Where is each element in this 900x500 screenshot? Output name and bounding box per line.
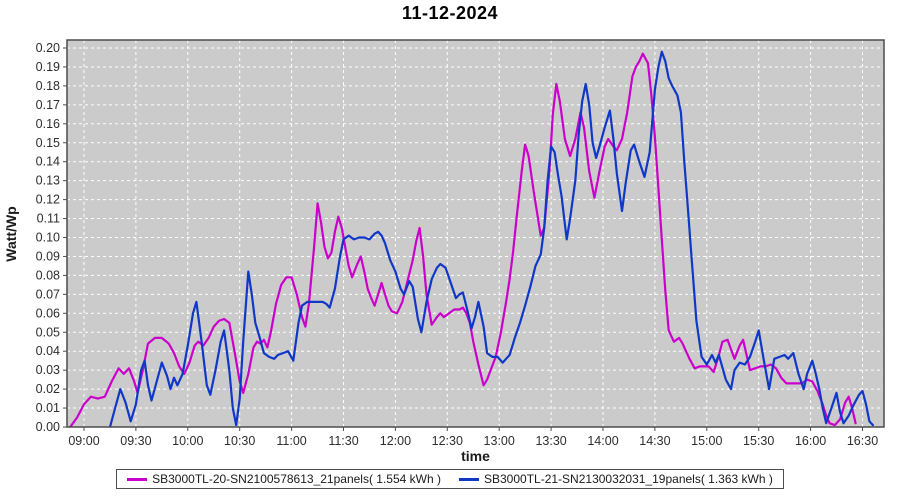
x-tick-label: 13:00 <box>484 434 515 448</box>
legend: SB3000TL-20-SN2100578613_21panels( 1.554… <box>0 469 900 489</box>
tick-labels: 0.00 0.01 0.02 0.03 0.04 0.05 0.06 0.07 0.08 0.09… <box>36 41 879 448</box>
y-tick-label: 0.17 <box>36 98 60 112</box>
plot-border <box>66 39 885 428</box>
legend-swatch-icon <box>127 477 148 481</box>
plot-area <box>67 40 884 427</box>
legend-item-1: SB3000TL-21-SN2130032031_19panels( 1.363… <box>459 472 773 486</box>
x-tick-label: 12:00 <box>380 434 411 448</box>
x-tick-label: 15:30 <box>743 434 774 448</box>
series-line-1 <box>108 50 875 427</box>
y-tick-label: 0.10 <box>36 231 60 245</box>
x-tick-label: 09:30 <box>120 434 151 448</box>
legend-box: SB3000TL-20-SN2100578613_21panels( 1.554… <box>116 469 784 489</box>
chart-canvas: 0.00 0.01 0.02 0.03 0.04 0.05 0.06 0.07 0.08 0.09… <box>36 39 885 448</box>
y-tick-label: 0.03 <box>36 363 60 377</box>
x-tick-label: 13:30 <box>535 434 566 448</box>
x-tick-label: 10:00 <box>172 434 203 448</box>
y-tick-label: 0.07 <box>36 287 60 301</box>
gridlines <box>67 40 884 427</box>
y-tick-label: 0.18 <box>36 79 60 93</box>
x-tick-label: 14:30 <box>639 434 670 448</box>
legend-label: SB3000TL-20-SN2100578613_21panels( 1.554… <box>152 472 441 486</box>
y-tick-label: 0.20 <box>36 41 60 55</box>
x-tick-label: 11:00 <box>276 434 306 448</box>
y-tick-label: 0.15 <box>36 136 60 150</box>
x-axis-label: time <box>461 448 490 464</box>
y-axis-label: Watt/Wp <box>3 206 19 262</box>
y-tick-label: 0.16 <box>36 117 60 131</box>
y-tick-label: 0.05 <box>36 325 60 339</box>
y-tick-label: 0.09 <box>36 249 60 263</box>
x-tick-label: 16:30 <box>847 434 878 448</box>
legend-swatch-icon <box>459 477 479 481</box>
x-tick-label: 09:00 <box>68 434 99 448</box>
y-tick-label: 0.11 <box>37 212 60 226</box>
y-tick-label: 0.14 <box>36 155 60 169</box>
y-tick-label: 0.04 <box>36 344 60 358</box>
y-tick-label: 0.00 <box>36 420 60 434</box>
y-tick-label: 0.06 <box>36 306 60 320</box>
x-tick-label: 11:30 <box>328 434 358 448</box>
y-tick-label: 0.12 <box>36 193 60 207</box>
y-tick-label: 0.13 <box>36 174 60 188</box>
legend-label: SB3000TL-21-SN2130032031_19panels( 1.363… <box>484 472 773 486</box>
y-tick-label: 0.08 <box>36 268 60 282</box>
x-tick-label: 10:30 <box>224 434 255 448</box>
x-tick-label: 12:30 <box>432 434 463 448</box>
legend-item-0: SB3000TL-20-SN2100578613_21panels( 1.554… <box>127 472 441 486</box>
chart-title: 11-12-2024 <box>401 3 499 23</box>
x-tick-label: 16:00 <box>795 434 826 448</box>
y-tick-label: 0.19 <box>36 60 60 74</box>
x-tick-label: 15:00 <box>691 434 722 448</box>
x-tick-label: 14:00 <box>587 434 618 448</box>
y-tick-label: 0.02 <box>36 382 60 396</box>
y-tick-label: 0.01 <box>36 401 60 415</box>
